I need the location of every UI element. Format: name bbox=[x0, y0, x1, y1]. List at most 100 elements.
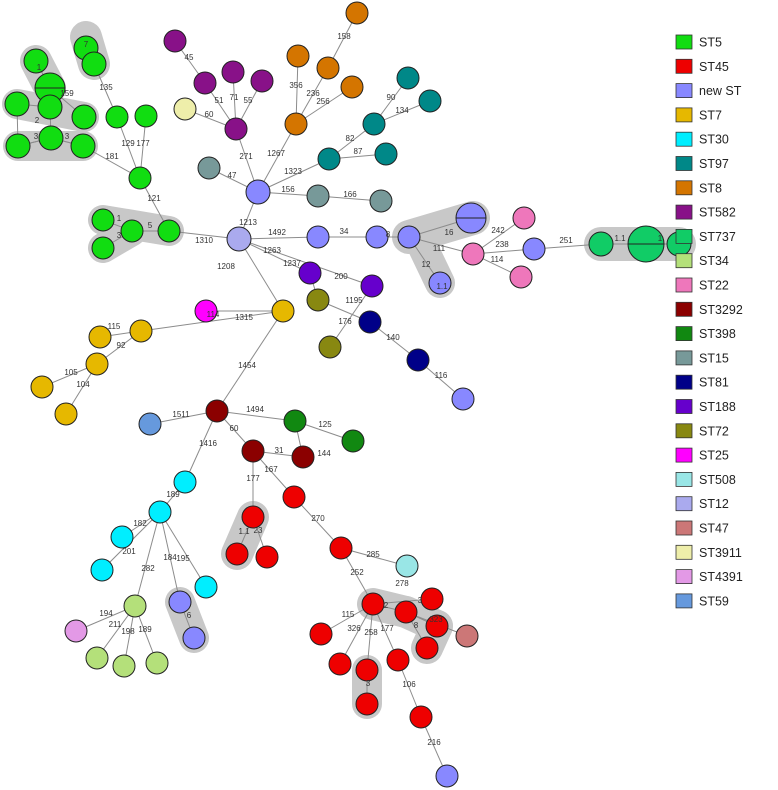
node-st97[interactable] bbox=[362, 112, 386, 136]
node-new-st[interactable] bbox=[397, 225, 421, 249]
node-st34[interactable] bbox=[145, 651, 169, 675]
node-new-st[interactable] bbox=[306, 225, 330, 249]
node-st5[interactable] bbox=[71, 104, 97, 130]
node-st5[interactable] bbox=[91, 236, 115, 260]
node-st5[interactable] bbox=[81, 51, 107, 77]
node-st59[interactable] bbox=[138, 412, 162, 436]
node-st30[interactable] bbox=[194, 575, 218, 599]
node-st3292[interactable] bbox=[241, 439, 265, 463]
node-st15[interactable] bbox=[197, 156, 221, 180]
node-new-st[interactable] bbox=[365, 225, 389, 249]
node-st508[interactable] bbox=[395, 554, 419, 578]
edge-label: 1 bbox=[37, 63, 42, 72]
node-new-st[interactable] bbox=[522, 237, 546, 261]
node-st45[interactable] bbox=[309, 622, 333, 646]
node-st7[interactable] bbox=[129, 319, 153, 343]
node-st582[interactable] bbox=[163, 29, 187, 53]
node-new-st[interactable] bbox=[245, 179, 271, 205]
node-st5[interactable] bbox=[23, 48, 49, 74]
node-st5[interactable] bbox=[157, 219, 181, 243]
node-st7[interactable] bbox=[88, 325, 112, 349]
legend-swatch bbox=[675, 204, 693, 220]
node-st45[interactable] bbox=[425, 614, 449, 638]
node-st8[interactable] bbox=[284, 112, 308, 136]
node-st5[interactable] bbox=[4, 91, 30, 117]
node-st45[interactable] bbox=[355, 692, 379, 716]
node-st15[interactable] bbox=[306, 184, 330, 208]
node-st45[interactable] bbox=[328, 652, 352, 676]
node-st30[interactable] bbox=[110, 525, 134, 549]
node-st7[interactable] bbox=[30, 375, 54, 399]
node-st97[interactable] bbox=[374, 142, 398, 166]
node-st34[interactable] bbox=[112, 654, 136, 678]
node-st30[interactable] bbox=[148, 500, 172, 524]
node-st22[interactable] bbox=[461, 242, 485, 266]
node-st30[interactable] bbox=[173, 470, 197, 494]
node-st45[interactable] bbox=[355, 658, 379, 682]
node-st97[interactable] bbox=[418, 89, 442, 113]
node-st47[interactable] bbox=[455, 624, 479, 648]
node-st7[interactable] bbox=[54, 402, 78, 426]
node-st7[interactable] bbox=[271, 299, 295, 323]
node-st34[interactable] bbox=[123, 594, 147, 618]
node-new-st[interactable] bbox=[435, 764, 459, 788]
node-st97[interactable] bbox=[396, 66, 420, 90]
node-st8[interactable] bbox=[286, 44, 310, 68]
legend-label: ST15 bbox=[699, 351, 729, 365]
node-st5[interactable] bbox=[5, 133, 31, 159]
node-st45[interactable] bbox=[386, 648, 410, 672]
node-st45[interactable] bbox=[409, 705, 433, 729]
node-st45[interactable] bbox=[329, 536, 353, 560]
node-st188[interactable] bbox=[298, 261, 322, 285]
node-st3292[interactable] bbox=[291, 445, 315, 469]
node-st5[interactable] bbox=[105, 105, 129, 129]
node-st81[interactable] bbox=[358, 310, 382, 334]
node-st22[interactable] bbox=[509, 265, 533, 289]
node-st45[interactable] bbox=[255, 545, 279, 569]
node-st45[interactable] bbox=[282, 485, 306, 509]
node-st5[interactable] bbox=[128, 166, 152, 190]
node-st398[interactable] bbox=[283, 409, 307, 433]
node-st8[interactable] bbox=[340, 75, 364, 99]
node-st34[interactable] bbox=[85, 646, 109, 670]
node-st3911[interactable] bbox=[173, 97, 197, 121]
node-st81[interactable] bbox=[406, 348, 430, 372]
edge-label: 238 bbox=[495, 240, 509, 249]
node-st45[interactable] bbox=[394, 600, 418, 624]
node-st582[interactable] bbox=[224, 117, 248, 141]
node-st582[interactable] bbox=[193, 71, 217, 95]
node-st5[interactable] bbox=[38, 125, 64, 151]
node-st5[interactable] bbox=[120, 219, 144, 243]
node-st5[interactable] bbox=[37, 94, 63, 120]
node-st22[interactable] bbox=[512, 206, 536, 230]
node-st45[interactable] bbox=[241, 505, 265, 529]
node-new-st[interactable] bbox=[451, 387, 475, 411]
node-st582[interactable] bbox=[221, 60, 245, 84]
node-st5[interactable] bbox=[91, 208, 115, 232]
node-st15[interactable] bbox=[369, 189, 393, 213]
node-st45[interactable] bbox=[420, 587, 444, 611]
node-st582[interactable] bbox=[250, 69, 274, 93]
node-st72[interactable] bbox=[306, 288, 330, 312]
node-st5[interactable] bbox=[70, 133, 96, 159]
node-st8[interactable] bbox=[345, 1, 369, 25]
node-st45[interactable] bbox=[361, 592, 385, 616]
node-st4391[interactable] bbox=[64, 619, 88, 643]
node-st25[interactable] bbox=[194, 299, 218, 323]
node-st45[interactable] bbox=[225, 542, 249, 566]
node-st30[interactable] bbox=[90, 558, 114, 582]
node-st737[interactable] bbox=[588, 231, 614, 257]
node-st97[interactable] bbox=[317, 147, 341, 171]
node-st7[interactable] bbox=[85, 352, 109, 376]
node-st45[interactable] bbox=[415, 636, 439, 660]
node-st72[interactable] bbox=[318, 335, 342, 359]
node-st5[interactable] bbox=[134, 104, 158, 128]
node-st8[interactable] bbox=[316, 56, 340, 80]
node-st188[interactable] bbox=[360, 274, 384, 298]
node-st12[interactable] bbox=[226, 226, 252, 252]
node-new-st[interactable] bbox=[182, 626, 206, 650]
node-new-st[interactable] bbox=[428, 271, 452, 295]
node-st398[interactable] bbox=[341, 429, 365, 453]
node-new-st[interactable] bbox=[168, 590, 192, 614]
node-st3292[interactable] bbox=[205, 399, 229, 423]
